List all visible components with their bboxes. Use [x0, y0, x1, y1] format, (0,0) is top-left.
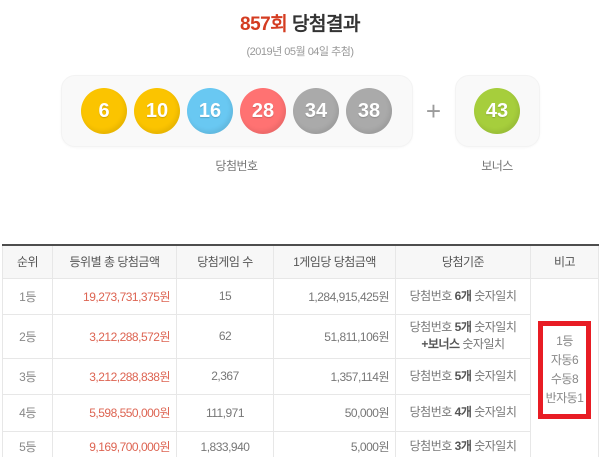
draw-round: 857회: [240, 14, 288, 35]
prize-per-game-cell: 5,000원: [273, 430, 396, 457]
table-header-row: 순위 등위별 총 당첨금액 당첨게임 수 1게임당 당첨금액 당첨기준 비고: [2, 244, 599, 279]
total-prize-cell: 9,169,700,000원: [52, 430, 177, 457]
criteria-count: 6개: [454, 288, 472, 303]
header-winning-games: 당첨게임 수: [176, 244, 274, 279]
table-row-rank1: 1등 19,273,731,375원 15 1,284,915,425원 당첨번…: [2, 277, 599, 457]
criteria-count: 5개: [454, 320, 472, 334]
plus-icon: +: [425, 95, 442, 126]
winning-games-cell: 111,971: [176, 393, 274, 432]
winning-numbers-group: 6 10 16 28 34 38 당첨번호: [60, 75, 413, 174]
rank-cell: 4등: [2, 393, 53, 432]
bonus-label: 보너스: [481, 159, 513, 173]
lotto-ball-2: 10: [134, 88, 180, 134]
table-row-rank4: 4등 5,598,550,000원 111,971 50,000원 당첨번호 4…: [2, 393, 599, 432]
winning-games-cell: 62: [176, 313, 274, 359]
lotto-ball-6: 38: [346, 88, 392, 134]
total-prize-cell: 5,598,550,000원: [52, 393, 177, 432]
rank-cell: 2등: [2, 313, 53, 359]
criteria-text: 당첨번호: [409, 288, 455, 303]
table-row-rank3: 3등 3,212,288,838원 2,367 1,357,114원 당첨번호 …: [2, 357, 599, 395]
lotto-ball-1: 6: [81, 88, 127, 134]
remark-line: 1등: [556, 334, 573, 348]
remark-line: 수동8: [550, 372, 579, 386]
page-header: 857회 당첨결과 (2019년 05월 04일 추첨): [0, 0, 600, 59]
criteria-cell: 당첨번호 5개 숫자일치 +보너스 숫자일치: [395, 313, 531, 359]
remark-highlight-box: 1등 자동6 수동8 반자동1: [538, 321, 591, 419]
header-rank: 순위: [2, 244, 53, 279]
page-title-text: 당첨결과: [292, 14, 360, 35]
criteria-count: 4개: [454, 405, 472, 419]
rank-cell: 1등: [2, 277, 53, 315]
prize-per-game-cell: 1,357,114원: [273, 357, 396, 395]
note-cell: 1등 자동6 수동8 반자동1: [530, 277, 599, 457]
criteria-text: 숫자일치: [471, 405, 517, 419]
criteria-text: 당첨번호: [409, 439, 455, 453]
criteria-text: 숫자일치: [471, 320, 517, 334]
winning-games-cell: 15: [176, 277, 274, 315]
bonus-ball: 43: [474, 88, 520, 134]
draw-date: (2019년 05월 04일 추첨): [246, 46, 354, 58]
prize-per-game-cell: 1,284,915,425원: [273, 277, 396, 315]
header-total-prize: 등위별 총 당첨금액: [52, 244, 177, 279]
total-prize-cell: 3,212,288,572원: [52, 313, 177, 359]
table-row-rank2: 2등 3,212,288,572원 62 51,811,106원 당첨번호 5개…: [2, 313, 599, 359]
winning-games-cell: 2,367: [176, 357, 274, 395]
header-prize-per-game: 1게임당 당첨금액: [273, 244, 396, 279]
criteria-count: 5개: [454, 368, 472, 383]
lotto-ball-4: 28: [240, 88, 286, 134]
bonus-number-card: 43: [454, 75, 540, 147]
rank-cell: 3등: [2, 357, 53, 395]
table-row-rank5: 5등 9,169,700,000원 1,833,940 5,000원 당첨번호 …: [2, 430, 599, 457]
winning-numbers-card: 6 10 16 28 34 38: [60, 75, 413, 147]
header-note: 비고: [530, 244, 599, 279]
total-prize-cell: 19,273,731,375원: [52, 277, 177, 315]
criteria-count: 3개: [454, 439, 472, 453]
page-title: 857회 당첨결과: [0, 9, 600, 36]
winning-numbers-label: 당첨번호: [215, 159, 258, 173]
criteria-cell: 당첨번호 4개 숫자일치: [395, 393, 531, 432]
criteria-cell: 당첨번호 6개 숫자일치: [395, 277, 531, 315]
total-prize-cell: 3,212,288,838원: [52, 357, 177, 395]
criteria-text: 숫자일치: [471, 288, 517, 303]
bonus-number-group: 43 보너스: [454, 75, 540, 174]
criteria-cell: 당첨번호 3개 숫자일치: [395, 430, 531, 457]
prize-per-game-cell: 50,000원: [273, 393, 396, 432]
remark-line: 자동6: [550, 353, 579, 367]
criteria-text: 숫자일치: [471, 439, 517, 453]
criteria-text: 당첨번호: [409, 405, 455, 419]
prize-result-table: 순위 등위별 총 당첨금액 당첨게임 수 1게임당 당첨금액 당첨기준 비고 1…: [2, 244, 599, 457]
rank-cell: 5등: [2, 430, 53, 457]
criteria-text: 숫자일치: [471, 368, 517, 383]
prize-per-game-cell: 51,811,106원: [273, 313, 396, 359]
criteria-text: 당첨번호: [409, 368, 455, 383]
remark-line: 반자동1: [545, 391, 584, 405]
winning-games-cell: 1,833,940: [176, 430, 274, 457]
criteria-text: 숫자일치: [459, 337, 505, 351]
criteria-bonus: +보너스: [421, 337, 460, 351]
criteria-cell: 당첨번호 5개 숫자일치: [395, 357, 531, 395]
lotto-ball-5: 34: [293, 88, 339, 134]
lotto-ball-3: 16: [187, 88, 233, 134]
draw-results-area: 6 10 16 28 34 38 당첨번호 + 43 보너스: [0, 75, 600, 174]
header-criteria: 당첨기준: [395, 244, 531, 279]
criteria-text: 당첨번호: [409, 320, 455, 334]
